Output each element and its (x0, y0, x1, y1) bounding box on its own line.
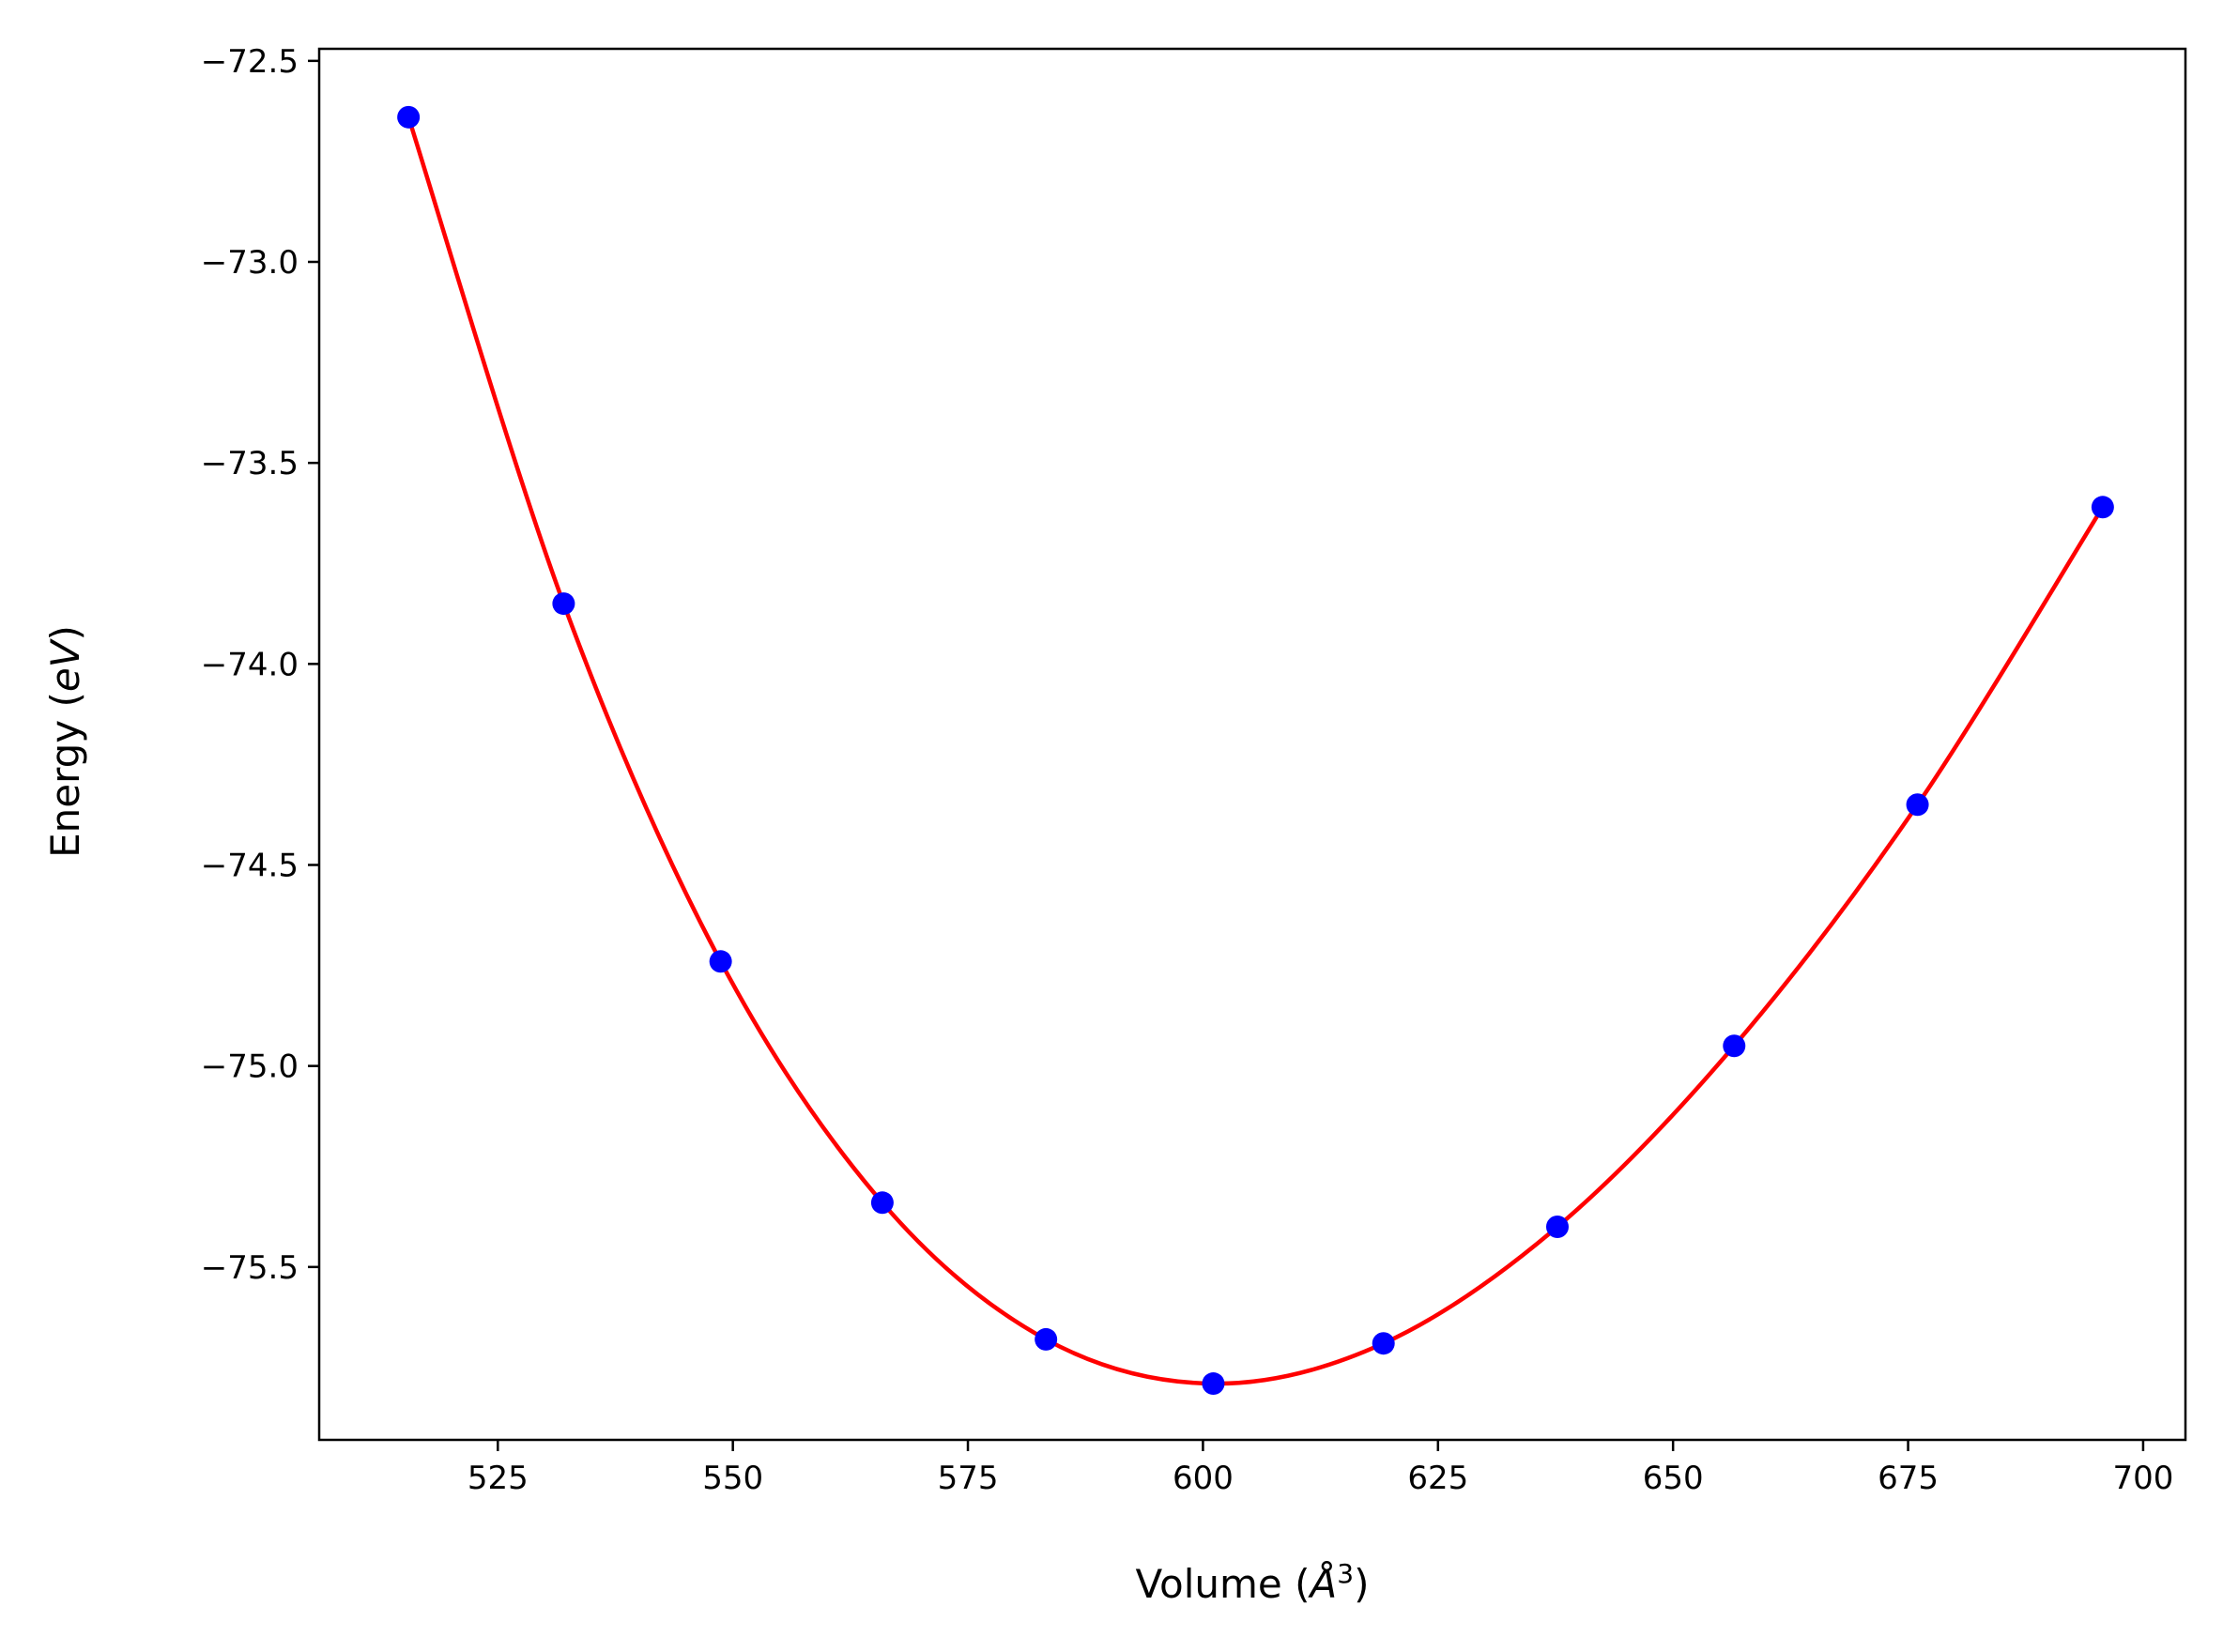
data-point (1372, 1332, 1395, 1355)
y-axis-title-prefix: Energy ( (42, 692, 88, 858)
y-tick-label: −75.0 (201, 1048, 299, 1086)
y-axis-title-suffix: ) (42, 625, 88, 640)
data-point (552, 592, 575, 616)
y-tick-label: −74.5 (201, 847, 299, 884)
x-tick-label: 650 (1643, 1460, 1704, 1497)
x-axis-title-exponent: 3 (1337, 1558, 1354, 1589)
x-tick-label: 600 (1173, 1460, 1234, 1497)
x-axis: 525 550 575 600 625 650 675 700 (468, 1440, 2173, 1497)
data-point (397, 105, 421, 129)
y-tick-label: −75.5 (201, 1249, 299, 1287)
data-point (1545, 1215, 1569, 1238)
y-tick-label: −73.5 (201, 445, 299, 482)
x-tick-label: 625 (1407, 1460, 1468, 1497)
data-point (1202, 1372, 1225, 1396)
y-axis-title-unit: eV (42, 637, 88, 692)
x-tick-label: 675 (1878, 1460, 1939, 1497)
x-axis-title: Volume (Å3) (1136, 1558, 1370, 1608)
data-point (870, 1191, 894, 1215)
plot-area (397, 105, 2114, 1396)
data-point (1906, 793, 1929, 817)
y-axis: −72.5 −73.0 −73.5 −74.0 −74.5 −75.0 −75.5 (201, 43, 319, 1287)
data-point (2091, 496, 2114, 519)
y-axis-title: Energy (eV) (42, 625, 88, 858)
x-tick-label: 525 (468, 1460, 529, 1497)
y-tick-label: −73.0 (201, 244, 299, 282)
x-axis-title-prefix: Volume ( (1136, 1561, 1311, 1607)
plot-frame (317, 47, 2187, 1442)
data-point (709, 950, 732, 973)
data-point (1035, 1327, 1058, 1351)
x-tick-label: 700 (2112, 1460, 2173, 1497)
fit-curve (406, 116, 2105, 1386)
x-axis-title-suffix: ) (1354, 1561, 1369, 1607)
data-point (1723, 1034, 1746, 1058)
x-tick-label: 550 (702, 1460, 763, 1497)
x-axis-title-unit: Å (1308, 1560, 1338, 1607)
y-tick-label: −72.5 (201, 43, 299, 81)
y-tick-label: −74.0 (201, 646, 299, 683)
x-tick-label: 575 (938, 1460, 999, 1497)
